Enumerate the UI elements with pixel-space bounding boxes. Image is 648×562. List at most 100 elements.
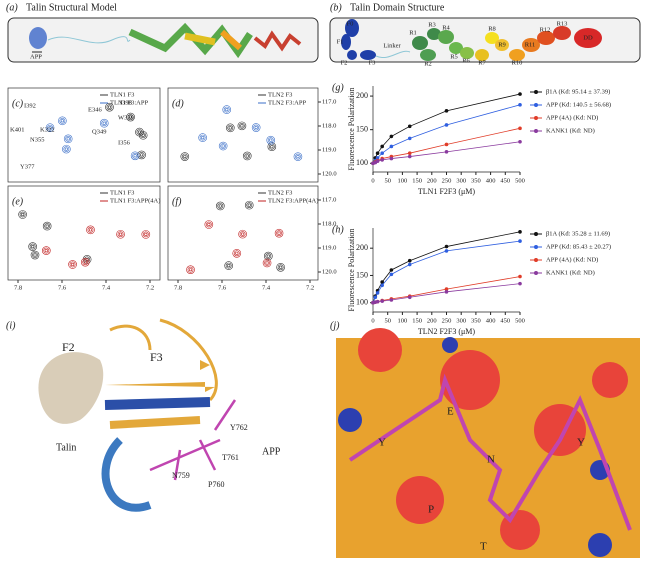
nmr-peak [296, 155, 300, 159]
nmr-peak [87, 226, 94, 233]
legend-label: TLN2 F3 [268, 189, 292, 196]
nmr-peak [140, 153, 144, 157]
x-tick-label: 150 [412, 317, 422, 324]
x-tick-label: 0 [371, 177, 374, 184]
x-tick-label: 7.4 [262, 284, 271, 291]
data-point [380, 144, 384, 149]
legend-label: TLN1 F3:APP [110, 99, 148, 106]
x-tick-label: 7.6 [58, 284, 67, 291]
domain [485, 32, 499, 44]
legend-marker [534, 245, 538, 249]
y-tick-label: 120.0 [322, 268, 337, 275]
nmr-peak [207, 222, 211, 227]
domain-label: R6 [462, 57, 470, 64]
peak-label: K322 [40, 126, 54, 133]
nmr-peak [239, 122, 245, 129]
x-tick-label: 250 [442, 177, 452, 184]
data-point [518, 103, 522, 107]
nmr-peak [267, 137, 274, 144]
nmr-peak [181, 153, 188, 160]
nmr-peak [225, 108, 229, 112]
x-tick-label: 400 [486, 317, 496, 324]
annotation: APP [262, 446, 281, 457]
nmr-peak [204, 220, 214, 229]
data-point [389, 272, 394, 277]
nmr-peak [126, 112, 135, 122]
nmr-peak [265, 261, 269, 265]
domain [475, 49, 489, 61]
nmr-peak [266, 254, 270, 258]
nmr-peak [253, 124, 260, 131]
domain-label: R2 [424, 60, 432, 67]
nmr-peak [140, 132, 147, 139]
nmr-peak [266, 135, 276, 145]
panel-label: (g) [332, 82, 344, 93]
nmr-peak [218, 204, 222, 208]
nmr-peak [241, 232, 245, 236]
nmr-peak [132, 152, 139, 159]
nmr-peak [264, 251, 273, 261]
y-tick-label: 117.0 [322, 196, 336, 203]
data-point [389, 156, 394, 161]
data-point [375, 299, 380, 304]
panel-title: Talin Structural Model [26, 2, 117, 13]
nmr-peak [183, 154, 187, 159]
nmr-peak [141, 133, 145, 137]
nmr-peak [242, 151, 252, 161]
legend-label: β1A (Kd: 95.14 ± 37.39) [546, 88, 610, 95]
nmr-peak [276, 262, 285, 272]
nmr-peak [44, 223, 51, 229]
annotation: Talin [56, 442, 76, 453]
data-point [375, 291, 380, 295]
domain-label: R10 [512, 59, 523, 66]
data-point [444, 150, 449, 154]
domain-label: F1 [337, 38, 344, 45]
x-tick-label: 7.4 [102, 284, 111, 291]
nmr-peak [127, 114, 134, 120]
nmr-peak [223, 106, 230, 113]
nmr-peak [186, 265, 195, 274]
nmr-peak [84, 256, 91, 263]
y-tick-label: 200 [356, 91, 368, 100]
data-point [373, 295, 378, 300]
domain [522, 38, 540, 52]
nmr-peak [47, 124, 53, 131]
y-tick-label: 150 [356, 125, 368, 134]
x-axis-label: TLN1 F2F3 (μM) [418, 187, 476, 196]
annotation: F3 [150, 350, 163, 364]
y-tick-label: 119.0 [322, 244, 336, 251]
x-tick-label: 500 [515, 317, 525, 324]
domain-label: F3 [369, 59, 376, 66]
annotation: P [428, 504, 434, 516]
annotation: Y762 [230, 423, 248, 432]
nmr-peak [58, 116, 67, 126]
annotation: N759 [172, 471, 190, 480]
nmr-peak [244, 153, 251, 159]
domain [345, 19, 359, 37]
panel-label: (f) [172, 196, 182, 207]
data-point [380, 280, 384, 284]
peak-label: W359 [118, 114, 134, 121]
domain-label: DD [583, 34, 593, 41]
data-point [389, 298, 394, 302]
nmr-peak [254, 125, 258, 130]
domain [347, 50, 357, 60]
x-tick-label: 7.8 [14, 284, 22, 291]
nmr-peak [237, 121, 247, 131]
x-tick-label: 500 [515, 177, 525, 184]
domain-label: R13 [557, 20, 568, 27]
nmr-peak [117, 231, 124, 238]
legend-marker [534, 258, 538, 262]
data-point [518, 92, 522, 96]
y-axis-label: Fluorescence Polarization [347, 229, 356, 312]
domain [341, 34, 351, 50]
data-point [389, 268, 394, 272]
nmr-peak [264, 260, 270, 266]
peak-label: N355 [30, 136, 44, 143]
data-point [444, 287, 449, 291]
domain [509, 49, 525, 61]
nmr-peak [276, 230, 282, 237]
annotation: E [447, 406, 454, 418]
data-point [407, 262, 412, 267]
annotation: P760 [208, 480, 224, 489]
